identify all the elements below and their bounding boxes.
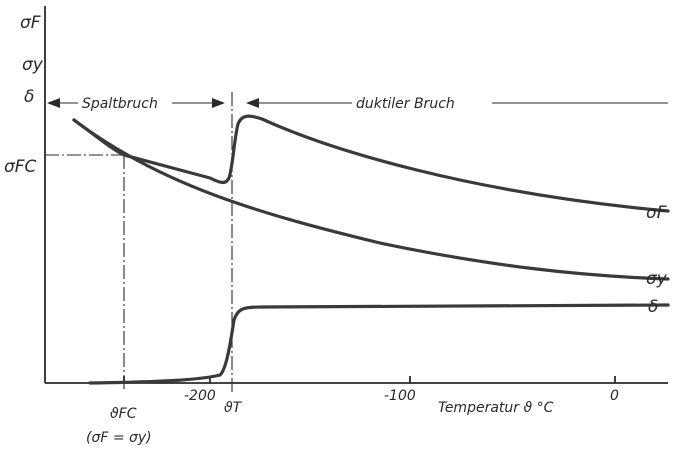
x-tick-label-0: 0 <box>610 388 619 404</box>
cleavage-arrow-left-head <box>47 98 60 108</box>
theta-t-label: ϑT <box>224 400 243 416</box>
x-axis-title: Temperatur ϑ °C <box>438 400 554 416</box>
x-tick-label-100: -100 <box>384 388 416 404</box>
region-label-cleavage: Spaltbruch <box>82 96 158 112</box>
sigma-y-curve <box>72 118 670 281</box>
sigma-f-curve <box>72 114 670 213</box>
theta-fc-label: ϑFC <box>110 406 137 422</box>
curve-label-delta: δ <box>648 297 658 317</box>
curve-label-sigma-f: σF <box>646 203 667 223</box>
y-label-delta: δ <box>24 87 34 107</box>
ductile-arrow-left-head <box>246 98 259 108</box>
y-label-sigma-y: σy <box>22 55 44 75</box>
delta-curve <box>88 303 670 385</box>
region-label-ductile: duktiler Bruch <box>356 96 455 112</box>
y-label-sigma-fc: σFC <box>4 157 37 177</box>
x-tick-label-200: -200 <box>184 388 216 404</box>
curve-label-sigma-y: σy <box>646 269 668 289</box>
theta-fc-condition: (σF = σy) <box>86 430 152 446</box>
y-label-sigma-f: σF <box>20 13 41 33</box>
cleavage-arrow-right-head <box>212 98 225 108</box>
